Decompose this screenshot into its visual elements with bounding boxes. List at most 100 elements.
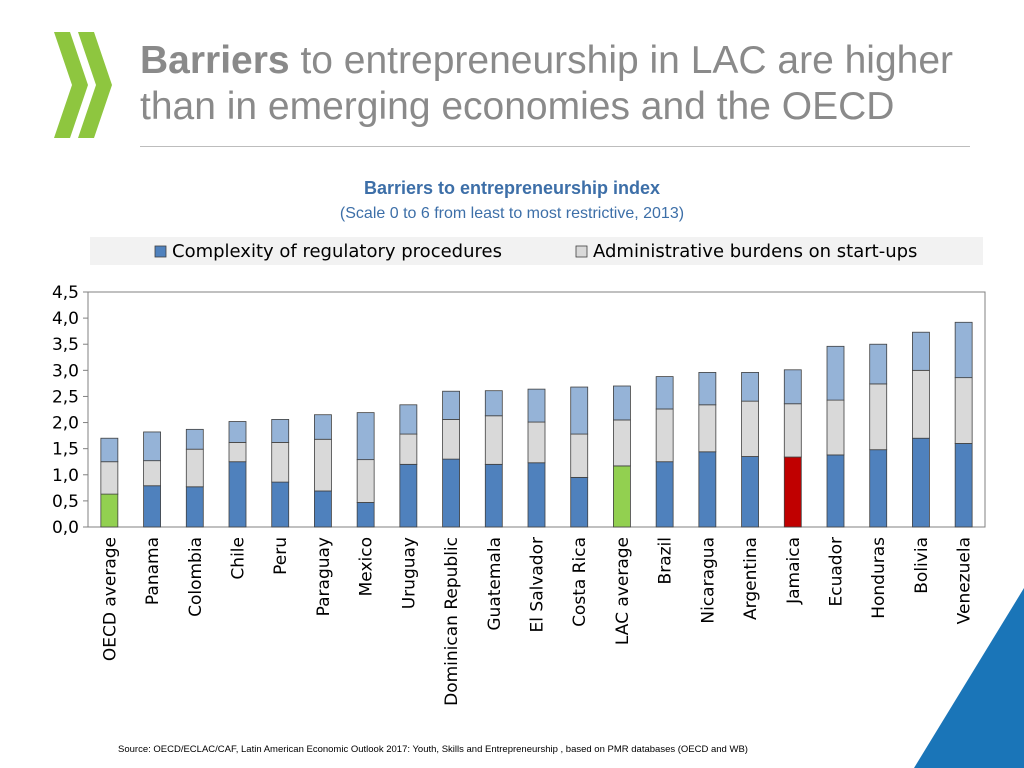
bar-segment bbox=[826, 399, 845, 456]
bar-segment bbox=[954, 321, 973, 379]
bar-segment bbox=[912, 369, 930, 439]
bar-segment bbox=[228, 421, 247, 443]
y-tick-label: 2,0 bbox=[52, 414, 79, 434]
bar-segment bbox=[271, 441, 290, 483]
title-divider bbox=[140, 146, 970, 147]
x-tick-label: Paraguay bbox=[314, 537, 334, 616]
legend-background bbox=[90, 237, 983, 265]
chart-subtitle: (Scale 0 to 6 from least to most restric… bbox=[339, 205, 685, 222]
x-tick-label: Guatemala bbox=[485, 537, 505, 631]
x-tick-label: Colombia bbox=[186, 537, 206, 617]
bar-segment bbox=[143, 431, 161, 462]
y-tick-label: 2,5 bbox=[52, 387, 79, 407]
bar-segment bbox=[698, 372, 717, 406]
bar-segment bbox=[613, 419, 631, 467]
x-tick-label: Honduras bbox=[869, 537, 889, 619]
x-tick-label: LAC average bbox=[613, 537, 633, 645]
bar-segment bbox=[869, 343, 888, 385]
slide-title-rest: to entrepreneurship in LAC are higher th… bbox=[140, 39, 954, 128]
bar-segment bbox=[741, 456, 759, 528]
bar-segment bbox=[484, 463, 503, 528]
legend-complexity-label: Complexity of regulatory procedures bbox=[172, 241, 502, 262]
oecd-chevrons-logo-icon bbox=[54, 32, 112, 138]
x-tick-label: Uruguay bbox=[399, 537, 419, 609]
bar-segment bbox=[100, 493, 119, 528]
bar-segment bbox=[185, 448, 204, 488]
bar-segment bbox=[527, 421, 546, 464]
bar-segment bbox=[484, 415, 503, 465]
logo-chevron-right bbox=[78, 32, 112, 138]
bar-segment bbox=[613, 465, 631, 528]
y-tick-label: 4,5 bbox=[52, 283, 79, 303]
x-tick-label: Jamaica bbox=[784, 537, 804, 605]
x-tick-label: Brazil bbox=[656, 537, 676, 584]
slide-title-bold: Barriers bbox=[140, 39, 290, 82]
x-tick-label: El Salvador bbox=[528, 537, 548, 632]
bar-segment bbox=[570, 433, 589, 478]
bar-segment bbox=[100, 437, 119, 463]
legend-complexity-swatch bbox=[154, 245, 167, 258]
x-tick-label: Peru bbox=[271, 537, 291, 575]
bar-segment bbox=[527, 388, 546, 423]
y-tick-label: 3,0 bbox=[52, 361, 79, 381]
y-tick-label: 0,5 bbox=[52, 492, 79, 512]
y-tick-label: 0,0 bbox=[52, 518, 79, 538]
bar-segment bbox=[783, 403, 802, 458]
bar-segment bbox=[826, 345, 845, 401]
bar-segment bbox=[442, 419, 460, 460]
chart-title: Barriers to entrepreneurship index bbox=[363, 178, 661, 198]
bar-segment bbox=[613, 385, 631, 421]
corner-decoration bbox=[914, 588, 1024, 768]
x-tick-label: Argentina bbox=[741, 537, 761, 620]
bar-segment bbox=[527, 462, 546, 528]
corner-triangle bbox=[914, 588, 1024, 768]
y-tick-label: 3,5 bbox=[52, 335, 79, 355]
x-tick-label: Ecuador bbox=[827, 537, 847, 606]
bar-segment bbox=[783, 456, 802, 528]
y-tick-label: 1,5 bbox=[52, 440, 79, 460]
bar-segment bbox=[143, 485, 161, 528]
bar-segment bbox=[655, 376, 674, 410]
x-tick-label: OECD average bbox=[100, 537, 120, 661]
bar-segment bbox=[185, 486, 204, 528]
bar-segment bbox=[228, 441, 247, 463]
source-note: Source: OECD/ECLAC/CAF, Latin American E… bbox=[118, 744, 748, 755]
bar-segment bbox=[783, 369, 802, 405]
bar-segment bbox=[228, 461, 247, 528]
legend-burdens-label: Administrative burdens on start-ups bbox=[593, 241, 917, 262]
bar-segment bbox=[399, 404, 418, 435]
x-tick-label: Dominican Republic bbox=[442, 537, 462, 706]
bar-segment bbox=[314, 438, 332, 492]
legend-burdens-swatch bbox=[575, 245, 588, 258]
bar-segment bbox=[399, 463, 418, 528]
bar-segment bbox=[954, 377, 973, 444]
bar-segment bbox=[271, 481, 290, 528]
bar-segment bbox=[314, 414, 332, 440]
bar-segment bbox=[271, 419, 290, 443]
bar-segment bbox=[741, 400, 759, 457]
x-tick-label: Venezuela bbox=[955, 537, 975, 624]
bar-segment bbox=[698, 451, 717, 528]
bar-segment bbox=[655, 408, 674, 463]
bar-segment bbox=[100, 461, 119, 495]
bar-segment bbox=[399, 433, 418, 465]
x-tick-label: Panama bbox=[143, 537, 163, 605]
bar-segment bbox=[442, 458, 460, 528]
bar-segment bbox=[356, 502, 375, 528]
bar-segment bbox=[954, 443, 973, 528]
bar-segment bbox=[314, 490, 332, 528]
bar-segment bbox=[570, 386, 589, 435]
slide-title: Barriers to entrepreneurship in LAC are … bbox=[140, 38, 1000, 130]
bar-segment bbox=[356, 459, 375, 503]
bar-segment bbox=[869, 383, 888, 451]
x-tick-label: Costa Rica bbox=[570, 537, 590, 627]
y-tick-label: 4,0 bbox=[52, 309, 79, 329]
x-tick-label: Chile bbox=[229, 537, 249, 580]
x-tick-label: Nicaragua bbox=[698, 537, 718, 624]
bar-chart: Complexity of regulatory procedures Admin… bbox=[52, 237, 986, 706]
bar-segment bbox=[912, 437, 930, 528]
bar-segment bbox=[655, 461, 674, 528]
bar-segment bbox=[698, 404, 717, 453]
bar-segment bbox=[484, 390, 503, 417]
bar-segment bbox=[442, 390, 460, 420]
